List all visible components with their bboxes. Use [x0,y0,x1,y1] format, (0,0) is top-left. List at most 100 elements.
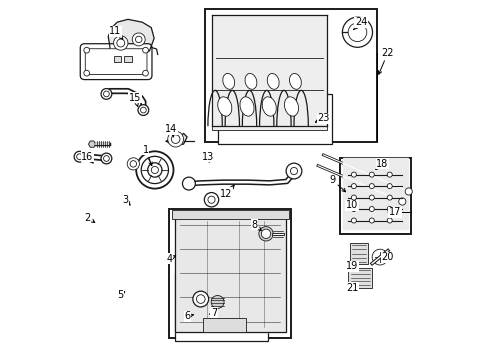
Text: 9: 9 [328,175,345,192]
Circle shape [371,249,387,265]
Circle shape [147,163,162,177]
Text: 24: 24 [353,17,366,30]
Circle shape [351,195,356,200]
Circle shape [368,195,373,200]
Circle shape [196,295,204,303]
Text: 22: 22 [378,48,393,74]
FancyBboxPatch shape [85,49,147,75]
Text: 12: 12 [220,185,234,199]
Circle shape [117,39,124,47]
Text: 21: 21 [345,283,358,293]
Circle shape [192,291,208,307]
Circle shape [103,156,109,161]
Circle shape [285,163,301,179]
Bar [349,243,367,264]
Polygon shape [88,141,96,147]
Ellipse shape [244,73,256,89]
Circle shape [368,184,373,189]
Text: 7: 7 [209,308,217,318]
Circle shape [83,70,89,76]
Bar [169,209,290,338]
Circle shape [342,17,372,47]
Bar [113,56,121,62]
Circle shape [386,172,391,177]
Ellipse shape [284,97,298,116]
Circle shape [368,218,373,223]
Ellipse shape [289,73,301,89]
Circle shape [368,172,373,177]
Circle shape [135,36,142,42]
Circle shape [127,158,139,170]
Circle shape [290,167,297,175]
Circle shape [405,188,411,195]
Polygon shape [343,158,407,229]
Bar [212,15,326,130]
Circle shape [351,218,356,223]
Bar [217,94,332,144]
Circle shape [142,47,148,53]
Text: 6: 6 [183,311,193,321]
Text: 17: 17 [387,207,401,217]
Circle shape [207,196,215,203]
Circle shape [101,153,112,164]
Bar [339,158,410,234]
Circle shape [141,156,168,184]
Circle shape [211,296,224,309]
Circle shape [142,70,148,76]
Text: 8: 8 [251,220,261,230]
Text: 23: 23 [315,113,329,123]
Circle shape [386,207,391,212]
Text: 3: 3 [122,195,130,205]
Text: 10: 10 [345,200,358,210]
Text: 5: 5 [118,290,124,300]
Text: 11: 11 [109,26,122,39]
Circle shape [130,161,136,167]
Bar [204,9,376,142]
Circle shape [351,184,356,189]
Circle shape [151,166,158,174]
Circle shape [167,131,183,147]
Circle shape [171,135,180,143]
FancyBboxPatch shape [80,44,152,80]
Circle shape [351,172,356,177]
Circle shape [182,177,195,190]
Polygon shape [166,134,187,145]
Text: 18: 18 [375,159,388,170]
Bar [203,318,246,332]
Circle shape [351,207,356,212]
Text: 13: 13 [202,152,214,162]
Bar [171,211,288,220]
Bar [174,273,267,341]
Ellipse shape [223,73,234,89]
Circle shape [258,226,273,241]
Circle shape [368,207,373,212]
Text: 2: 2 [84,213,95,222]
Ellipse shape [217,97,231,116]
Circle shape [386,184,391,189]
Text: 20: 20 [380,252,393,262]
Circle shape [74,151,85,162]
Ellipse shape [262,97,276,116]
Circle shape [77,154,82,159]
Text: 19: 19 [345,261,358,271]
Circle shape [204,193,218,207]
Ellipse shape [240,97,254,116]
Circle shape [140,107,146,113]
Text: 14: 14 [164,124,177,137]
Circle shape [136,151,173,189]
Text: 1: 1 [142,144,152,166]
Circle shape [83,47,89,53]
Bar [174,212,285,332]
Polygon shape [106,19,154,60]
Circle shape [398,198,405,205]
Text: 4: 4 [166,254,175,264]
Bar [124,56,131,62]
Text: 16: 16 [81,152,93,163]
Circle shape [386,195,391,200]
Circle shape [132,33,145,46]
Text: 15: 15 [129,93,141,107]
Circle shape [386,218,391,223]
Polygon shape [174,212,285,332]
Circle shape [103,91,109,97]
Circle shape [347,23,366,41]
